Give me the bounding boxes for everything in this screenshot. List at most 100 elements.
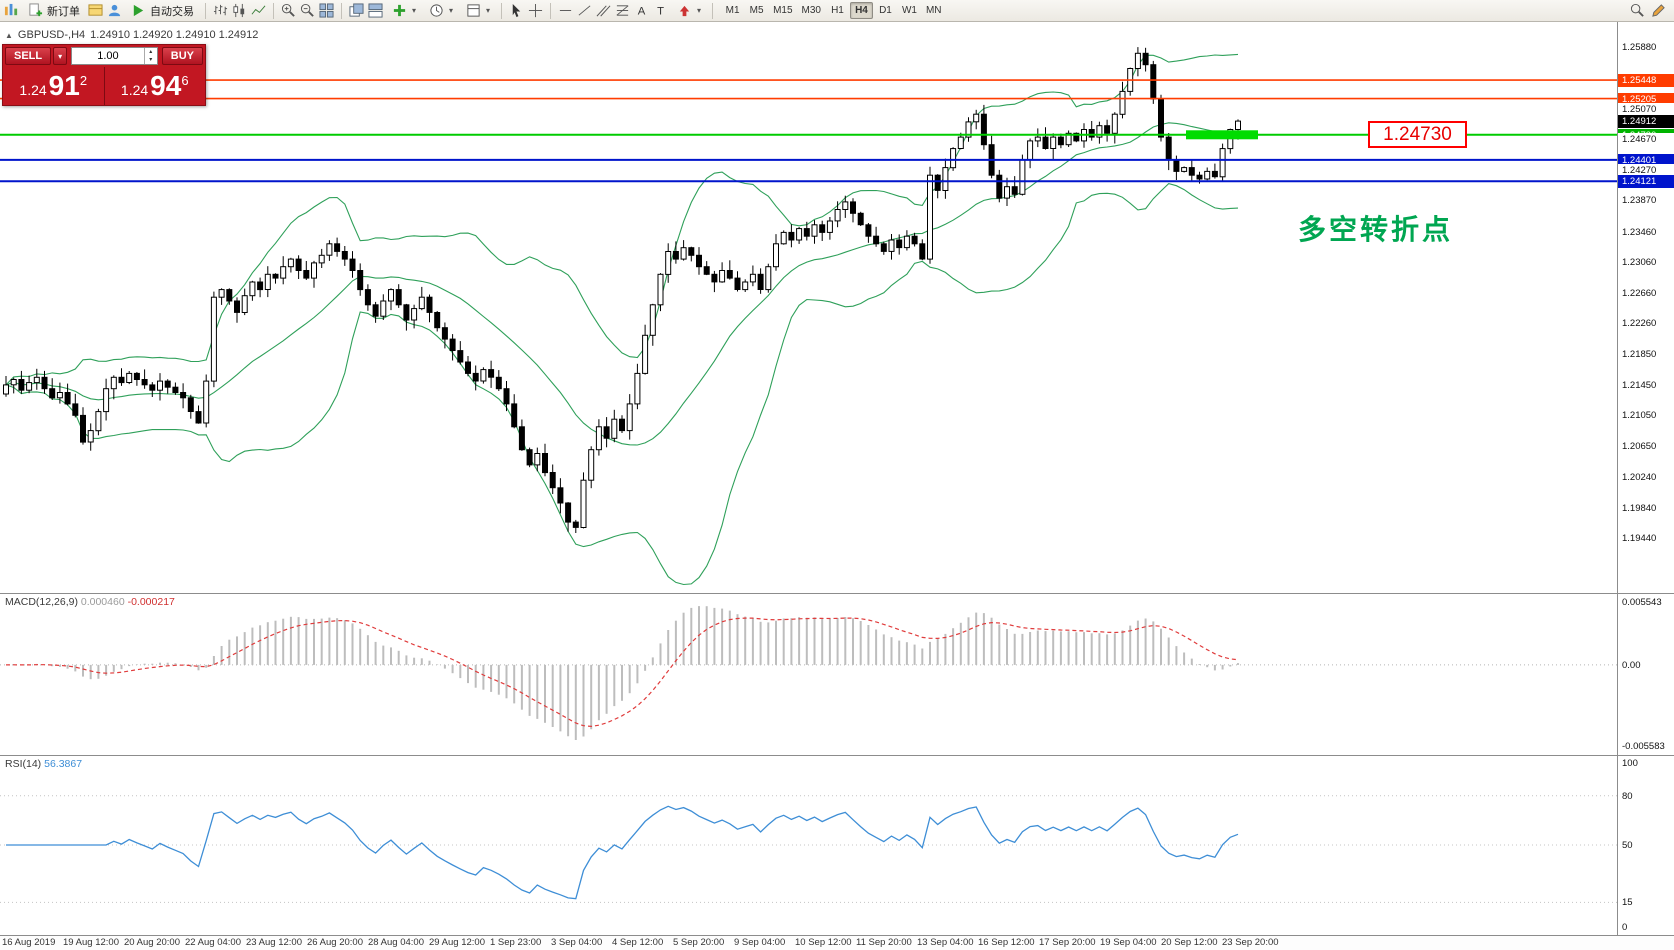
panel-separator: [0, 935, 1674, 936]
arrow-tool-icon: [676, 2, 693, 19]
timeframe-m30[interactable]: M30: [801, 5, 821, 16]
timeframe-m15[interactable]: M15: [773, 5, 793, 16]
time-axis[interactable]: 16 Aug 2019 19 Aug 12:00 20 Aug 20:00 22 Au…: [0, 935, 1674, 950]
turning-point-annotation[interactable]: 多空转折点: [1298, 214, 1454, 245]
macd-main-value: 0.000460: [80, 596, 125, 608]
price-axis-label: 1.20650: [1618, 440, 1674, 453]
channel-icon[interactable]: [595, 2, 612, 19]
arrows-tool-button[interactable]: ▾: [671, 0, 706, 21]
pencil-icon[interactable]: [1650, 2, 1667, 19]
svg-text:A: A: [638, 5, 646, 17]
chart-window: 1.258801.254481.252051.250701.249121.247…: [0, 22, 1674, 950]
buy-button[interactable]: BUY: [161, 47, 203, 65]
panel-separator[interactable]: [0, 755, 1674, 756]
symbol-label-row: ▲ GBPUSD-,H4 1.24910 1.24920 1.24910 1.2…: [5, 29, 258, 41]
bar-chart-icon[interactable]: [212, 2, 229, 19]
cascade-windows-icon[interactable]: [348, 2, 365, 19]
text-tool-icon[interactable]: A: [633, 2, 650, 19]
price-axis-label: 1.19840: [1618, 502, 1674, 515]
price-axis-label: 1.24670: [1618, 133, 1674, 146]
lot-stepper[interactable]: ▴ ▾: [143, 48, 157, 64]
price-axis-label: 1.24270: [1618, 164, 1674, 177]
rsi-axis-label: 100: [1618, 757, 1674, 770]
lot-up-icon[interactable]: ▴: [149, 49, 153, 55]
tile-windows-icon[interactable]: [318, 2, 335, 19]
price-axis-label: 1.24401: [1618, 154, 1674, 167]
time-axis-label: 29 Aug 12:00: [429, 937, 485, 948]
zoom-out-icon[interactable]: [299, 2, 316, 19]
lot-down-icon[interactable]: ▾: [149, 57, 153, 63]
price-axis[interactable]: 1.258801.254481.252051.250701.249121.247…: [1617, 22, 1674, 935]
current-price-label: 1.24912: [1618, 115, 1674, 128]
rsi-value: 56.3867: [44, 758, 83, 770]
chevron-down-icon: ▾: [449, 6, 454, 15]
sell-price[interactable]: 1.24 91 2: [19, 70, 88, 101]
zoom-in-icon[interactable]: [280, 2, 297, 19]
horizontal-line-icon[interactable]: [557, 2, 574, 19]
data-window-icon[interactable]: [106, 2, 123, 19]
play-icon: [130, 2, 147, 19]
price-axis-label: 1.25070: [1618, 103, 1674, 116]
chevron-down-icon: ▾: [412, 6, 417, 15]
toolbar-right-group: [1629, 2, 1671, 19]
sell-dropdown-icon[interactable]: ▾: [53, 47, 68, 65]
fibonacci-icon[interactable]: [614, 2, 631, 19]
price-callout-box[interactable]: 1.24730: [1368, 121, 1467, 148]
timeframe-h1[interactable]: H1: [831, 5, 844, 16]
price-axis-label: 1.22660: [1618, 287, 1674, 300]
timeframe-mn[interactable]: MN: [925, 5, 942, 16]
timeframe-m5[interactable]: M5: [749, 5, 764, 16]
panel-separator[interactable]: [0, 593, 1674, 594]
macd-signal-value: -0.000217: [127, 596, 175, 608]
time-axis-label: 22 Aug 04:00: [185, 937, 241, 948]
time-axis-label: 13 Sep 04:00: [917, 937, 974, 948]
auto-trading-button[interactable]: 自动交易: [125, 0, 199, 21]
templates-button[interactable]: ▾: [460, 0, 495, 21]
macd-label: MACD(12,26,9) 0.000460 -0.000217: [5, 596, 175, 608]
toolbar-separator: [273, 2, 274, 19]
price-axis-label: 1.25448: [1618, 74, 1674, 87]
timeframe-d1[interactable]: D1: [879, 5, 892, 16]
arrange-windows-icon[interactable]: [367, 2, 384, 19]
svg-text:T: T: [657, 5, 664, 17]
symbol-quotes: 1.24910 1.24920 1.24910 1.24912: [90, 29, 259, 41]
indicators-button[interactable]: ▾: [386, 0, 421, 21]
time-axis-label: 5 Sep 20:00: [673, 937, 725, 948]
new-order-button[interactable]: 新订单: [22, 0, 85, 21]
toolbar-separator: [550, 2, 552, 19]
rsi-label: RSI(14) 56.3867: [5, 758, 83, 770]
crosshair-icon[interactable]: [527, 2, 544, 19]
cursor-icon[interactable]: [508, 2, 525, 19]
template-icon: [465, 2, 482, 19]
macd-indicator-chart[interactable]: [0, 593, 1617, 755]
buy-price[interactable]: 1.24 94 6: [120, 70, 189, 101]
macd-axis-label: -0.005583: [1618, 740, 1674, 753]
lot-size-input[interactable]: 1.00 ▴ ▾: [71, 47, 158, 65]
time-axis-label: 23 Aug 12:00: [246, 937, 302, 948]
time-axis-label: 19 Sep 04:00: [1100, 937, 1157, 948]
trendline-icon[interactable]: [576, 2, 593, 19]
time-axis-label: 17 Sep 20:00: [1039, 937, 1096, 948]
timeframe-m1[interactable]: M1: [725, 5, 740, 16]
price-axis-label: 1.24121: [1618, 175, 1674, 188]
timeframe-h4[interactable]: H4: [849, 2, 873, 19]
collapse-trade-panel-icon[interactable]: ▲: [5, 30, 13, 40]
label-tool-icon[interactable]: T: [652, 2, 669, 19]
search-icon[interactable]: [1629, 2, 1646, 19]
market-watch-icon[interactable]: [87, 2, 104, 19]
price-axis-label: 1.25205: [1618, 93, 1674, 106]
line-chart-icon[interactable]: [250, 2, 267, 19]
macd-axis-label: 0.00: [1618, 659, 1674, 672]
sell-button[interactable]: SELL: [5, 47, 52, 65]
main-price-chart[interactable]: [0, 22, 1617, 593]
time-axis-label: 11 Sep 20:00: [856, 937, 912, 948]
rsi-indicator-chart[interactable]: [0, 755, 1617, 935]
candle-chart-icon[interactable]: [231, 2, 248, 19]
timeframe-w1[interactable]: W1: [901, 5, 917, 16]
time-axis-label: 10 Sep 12:00: [795, 937, 852, 948]
rsi-axis-label: 15: [1618, 896, 1674, 909]
time-axis-label: 1 Sep 23:00: [490, 937, 542, 948]
lot-size-value[interactable]: 1.00: [97, 50, 119, 62]
periods-button[interactable]: ▾: [423, 0, 458, 21]
new-order-label: 新订单: [47, 5, 80, 18]
